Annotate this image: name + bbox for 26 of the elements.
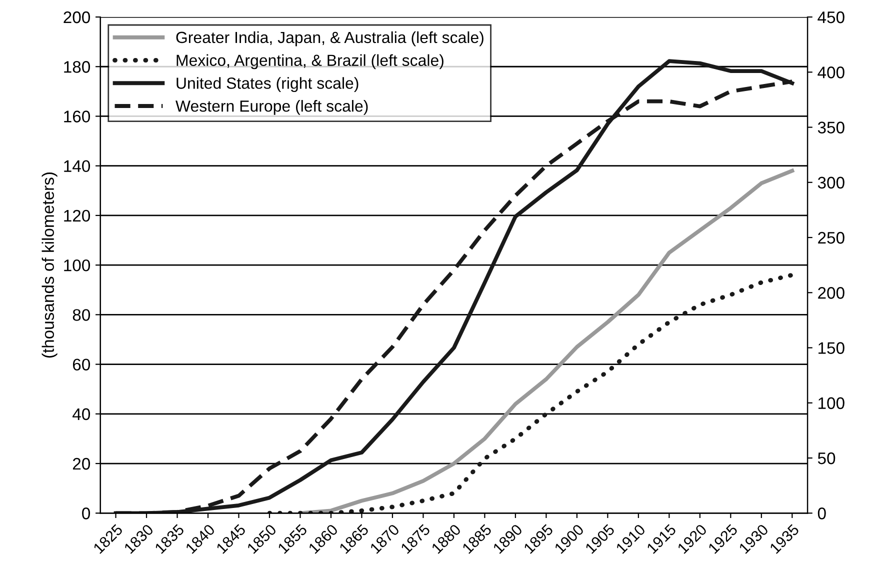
- y-tick-label: 80: [72, 309, 90, 321]
- legend-label: Western Europe (left scale): [176, 100, 368, 115]
- y2-tick-label: 150: [818, 342, 844, 354]
- y2-tick-label: 0: [818, 508, 826, 520]
- y-tick-label: 60: [72, 358, 90, 370]
- y2-tick-label: 450: [818, 11, 844, 24]
- y-axis-title: (thousands of kilometers): [42, 172, 58, 358]
- y-tick-label: 40: [72, 408, 90, 420]
- y2-tick-label: 350: [818, 122, 844, 134]
- y2-tick-label: 50: [818, 452, 836, 464]
- y-tick-label: 20: [72, 458, 90, 470]
- legend-label: United States (right scale): [176, 77, 358, 92]
- y-tick-label: 0: [82, 508, 90, 520]
- y-tick-label: 120: [64, 210, 90, 222]
- legend-label: Greater India, Japan, & Australia (left scale): [176, 31, 484, 46]
- y-tick-label: 160: [64, 110, 90, 122]
- y2-tick-label: 400: [818, 66, 844, 78]
- y-tick-label: 140: [64, 160, 90, 172]
- y-tick-label: 200: [64, 11, 90, 24]
- y2-tick-label: 100: [818, 397, 844, 410]
- y-tick-label: 100: [64, 259, 90, 272]
- y2-tick-label: 200: [818, 287, 844, 299]
- legend-label: Mexico, Argentina, & Brazil (left scale): [176, 54, 444, 70]
- y-tick-label: 180: [64, 61, 90, 73]
- y2-tick-label: 300: [818, 176, 844, 189]
- y2-tick-label: 250: [818, 232, 844, 244]
